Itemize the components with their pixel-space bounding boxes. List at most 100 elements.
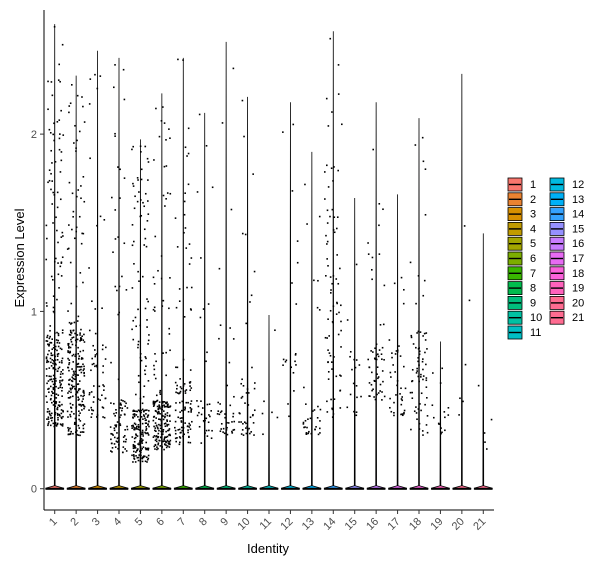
- point-2: [76, 366, 79, 368]
- point-14: [328, 335, 330, 337]
- point-5: [144, 145, 147, 148]
- point-14: [327, 186, 330, 188]
- point-2: [72, 329, 74, 332]
- point-8: [200, 442, 203, 444]
- point-1: [49, 413, 51, 416]
- point-14: [328, 352, 331, 354]
- point-4: [122, 68, 125, 71]
- point-6: [157, 408, 160, 411]
- point-7: [175, 402, 177, 404]
- point-20: [462, 400, 464, 403]
- point-5: [143, 415, 146, 418]
- point-18: [426, 348, 428, 350]
- point-5: [136, 410, 139, 413]
- point-18: [412, 343, 415, 345]
- point-1: [49, 385, 52, 388]
- point-6: [166, 423, 168, 426]
- point-1: [61, 361, 63, 364]
- point-3: [94, 308, 97, 310]
- point-2: [70, 338, 72, 341]
- point-5: [147, 343, 149, 345]
- point-5: [138, 191, 140, 193]
- point-2: [71, 384, 73, 387]
- point-1: [53, 425, 56, 428]
- point-5: [143, 228, 146, 231]
- violin-17: [388, 194, 407, 490]
- point-5: [136, 435, 139, 437]
- point-4: [114, 64, 116, 66]
- point-4: [113, 436, 116, 439]
- point-18: [420, 409, 422, 412]
- point-6: [156, 446, 158, 448]
- point-7: [185, 401, 188, 404]
- point-6: [166, 414, 169, 417]
- point-18: [418, 422, 421, 425]
- point-16: [377, 353, 379, 356]
- point-6: [163, 448, 165, 451]
- point-1: [56, 206, 59, 209]
- point-16: [375, 354, 378, 357]
- point-6: [153, 425, 155, 428]
- point-17: [400, 403, 403, 406]
- point-2: [77, 424, 80, 427]
- point-17: [401, 396, 403, 398]
- point-18: [415, 346, 417, 349]
- point-1: [57, 416, 59, 419]
- point-1: [62, 235, 64, 237]
- point-6: [166, 425, 168, 427]
- point-7: [189, 389, 192, 392]
- point-15: [349, 350, 352, 353]
- point-18: [409, 261, 412, 264]
- point-7: [190, 411, 192, 413]
- point-5: [132, 425, 135, 428]
- point-2: [76, 338, 79, 341]
- point-6: [160, 430, 162, 433]
- point-16: [382, 208, 384, 211]
- point-6: [158, 412, 160, 414]
- point-7: [174, 217, 177, 219]
- point-2: [76, 433, 78, 436]
- point-14: [336, 216, 339, 218]
- point-1: [51, 348, 54, 351]
- point-1: [48, 128, 51, 131]
- point-7: [178, 392, 180, 395]
- point-6: [152, 405, 155, 407]
- point-5: [139, 324, 142, 327]
- point-7: [182, 358, 185, 361]
- point-4: [122, 400, 124, 402]
- point-6: [157, 443, 159, 446]
- point-5: [139, 438, 142, 440]
- point-9: [226, 421, 228, 424]
- point-5: [137, 179, 139, 181]
- point-1: [55, 385, 57, 388]
- point-3: [92, 344, 95, 347]
- point-2: [82, 349, 85, 352]
- point-7: [179, 437, 182, 439]
- point-5: [147, 179, 149, 181]
- point-2: [71, 387, 73, 390]
- point-1: [60, 360, 63, 362]
- point-3: [88, 393, 91, 396]
- point-7: [177, 58, 179, 61]
- point-3: [103, 389, 105, 391]
- point-1: [50, 172, 52, 175]
- point-9: [216, 413, 219, 415]
- point-16: [374, 358, 377, 361]
- point-15: [351, 368, 353, 371]
- point-3: [104, 358, 107, 360]
- point-5: [144, 447, 147, 449]
- point-12: [284, 360, 287, 363]
- point-1: [61, 372, 64, 375]
- point-16: [376, 373, 378, 375]
- point-6: [155, 360, 157, 363]
- point-11: [274, 329, 276, 332]
- point-2: [80, 242, 83, 245]
- point-10: [250, 431, 253, 433]
- point-12: [291, 282, 293, 284]
- point-9: [218, 267, 221, 270]
- point-1: [60, 417, 63, 420]
- point-7: [175, 391, 177, 394]
- point-4: [123, 400, 126, 403]
- point-1: [51, 338, 54, 340]
- point-18: [422, 434, 424, 436]
